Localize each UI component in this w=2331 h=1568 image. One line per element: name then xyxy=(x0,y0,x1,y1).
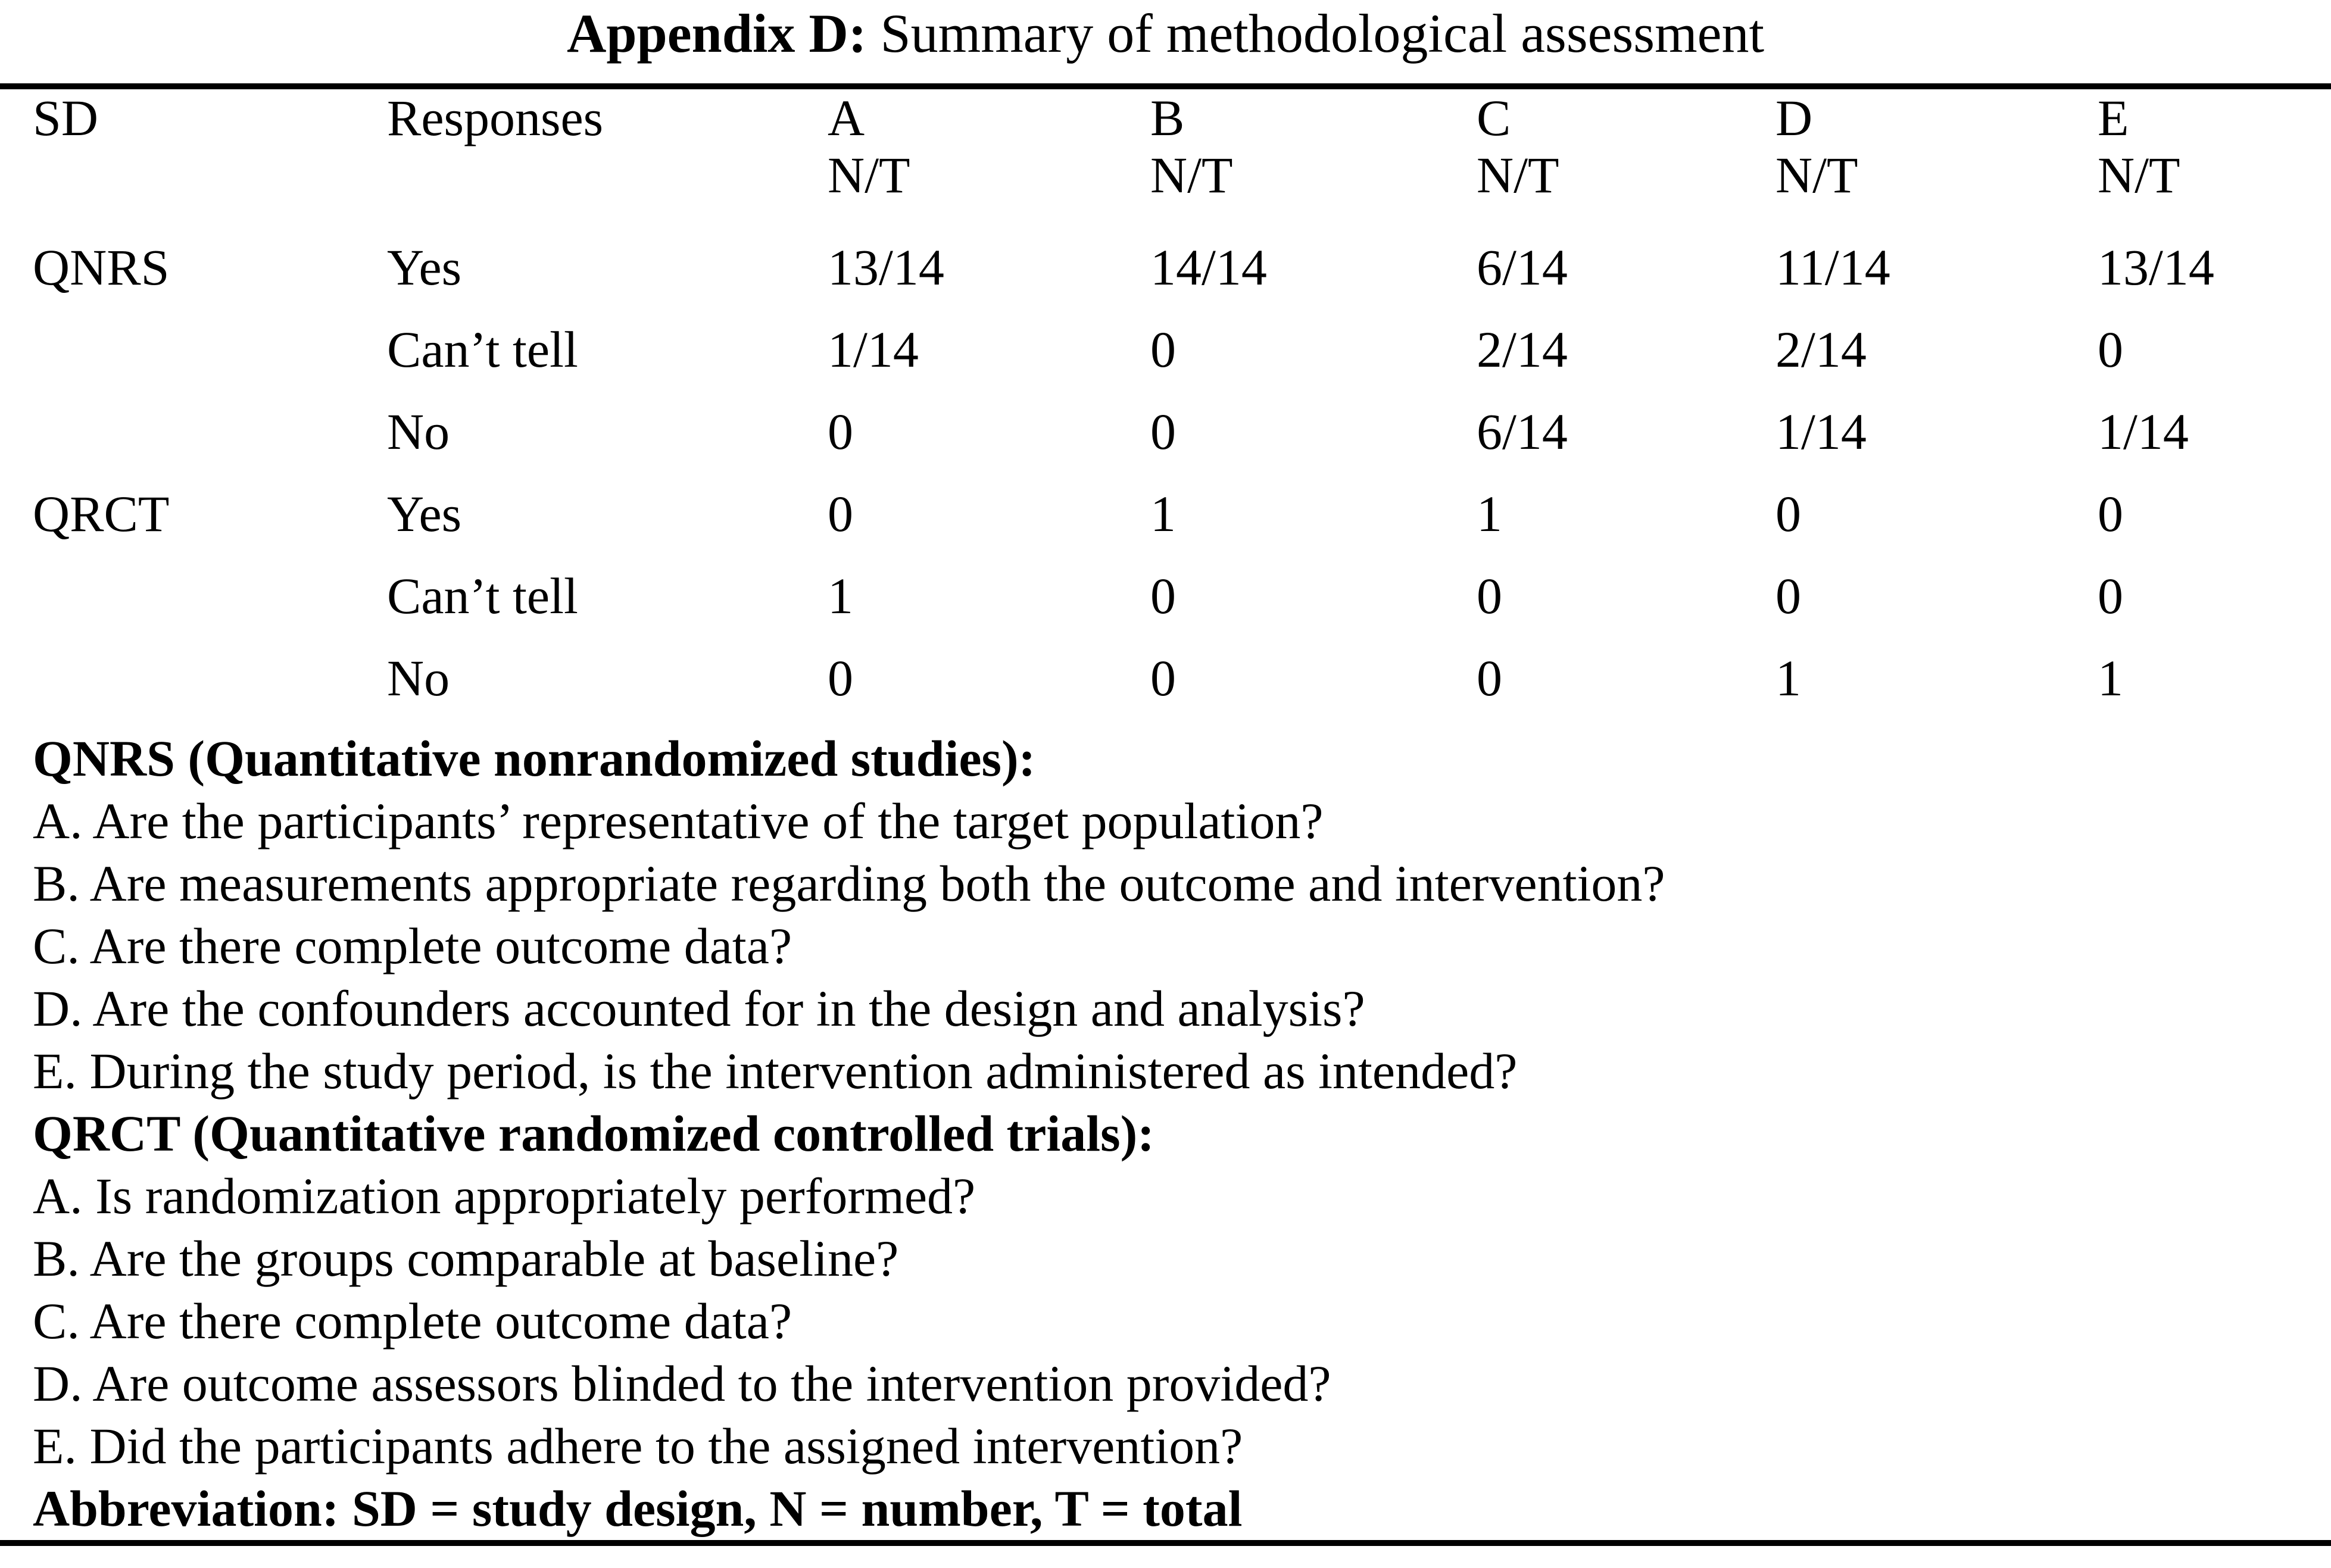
col-header-e: E N/T xyxy=(2098,89,2331,226)
table-row-qrct-yes: QRCT Yes 0 1 1 0 0 xyxy=(0,473,2331,555)
value-c-cell: 0 xyxy=(1477,649,1502,707)
footnote-qnrs-heading: QNRS (Quantitative nonrandomized studies… xyxy=(33,730,1036,787)
value-a-cell: 0 xyxy=(828,649,853,707)
col-header-responses-label: Responses xyxy=(387,89,604,146)
footnote-qrct-heading: QRCT (Quantitative randomized controlled… xyxy=(33,1105,1154,1162)
col-header-b-subline: N/T xyxy=(1150,146,1233,204)
value-a-cell: 0 xyxy=(828,485,853,542)
value-a-cell: 13/14 xyxy=(828,239,944,296)
col-header-d: D N/T xyxy=(1775,89,2098,226)
col-header-b-label: B xyxy=(1150,89,1185,146)
table-row-qnrs-no: No 0 0 6/14 1/14 1/14 xyxy=(0,391,2331,473)
methodological-assessment-table: SD Responses A N/T B N/T C N/T xyxy=(0,89,2331,719)
value-c-cell: 0 xyxy=(1477,567,1502,624)
title-text: Summary of methodological assessment xyxy=(866,3,1765,64)
col-header-sd-label: SD xyxy=(33,89,98,146)
header-row: SD Responses A N/T B N/T C N/T xyxy=(0,89,2331,226)
sd-cell xyxy=(0,391,387,473)
footnote-abbreviation: Abbreviation: SD = study design, N = num… xyxy=(33,1480,1243,1537)
value-b-cell: 0 xyxy=(1150,321,1176,378)
sd-cell xyxy=(0,555,387,637)
footnote-qnrs-c: C. Are there complete outcome data? xyxy=(33,917,792,974)
top-rule xyxy=(0,83,2331,89)
value-d-cell: 2/14 xyxy=(1775,321,1867,378)
col-header-c-label: C xyxy=(1477,89,1511,146)
col-header-sd-subline xyxy=(33,146,387,204)
value-d-cell: 0 xyxy=(1775,567,1801,624)
table-row-qrct-no: No 0 0 0 1 1 xyxy=(0,637,2331,719)
col-header-d-subline: N/T xyxy=(1775,146,1858,204)
bottom-rule xyxy=(0,1540,2331,1546)
value-c-cell: 6/14 xyxy=(1477,403,1568,460)
col-header-a: A N/T xyxy=(828,89,1150,226)
col-header-b: B N/T xyxy=(1150,89,1477,226)
value-d-cell: 1 xyxy=(1775,649,1801,707)
value-b-cell: 0 xyxy=(1150,403,1176,460)
response-cell: Can’t tell xyxy=(387,567,578,624)
value-b-cell: 1 xyxy=(1150,485,1176,542)
value-d-cell: 0 xyxy=(1775,485,1801,542)
value-b-cell: 14/14 xyxy=(1150,239,1267,296)
value-a-cell: 0 xyxy=(828,403,853,460)
footnote-qnrs-b: B. Are measurements appropriate regardin… xyxy=(33,855,1665,912)
col-header-e-label: E xyxy=(2098,89,2129,146)
col-header-d-label: D xyxy=(1775,89,1813,146)
col-header-c: C N/T xyxy=(1477,89,1775,226)
value-c-cell: 2/14 xyxy=(1477,321,1568,378)
value-c-cell: 1 xyxy=(1477,485,1502,542)
value-b-cell: 0 xyxy=(1150,649,1176,707)
value-e-cell: 1 xyxy=(2098,649,2123,707)
value-d-cell: 1/14 xyxy=(1775,403,1867,460)
response-cell: Yes xyxy=(387,485,462,542)
response-cell: No xyxy=(387,403,450,460)
col-header-responses: Responses xyxy=(387,89,828,226)
footnote-qnrs-d: D. Are the confounders accounted for in … xyxy=(33,980,1365,1037)
col-header-e-subline: N/T xyxy=(2098,146,2180,204)
title-label: Appendix D: xyxy=(566,3,867,64)
footnote-qrct-a: A. Is randomization appropriately perfor… xyxy=(33,1167,976,1225)
col-header-a-label: A xyxy=(828,89,865,146)
value-e-cell: 0 xyxy=(2098,321,2123,378)
col-header-c-subline: N/T xyxy=(1477,146,1559,204)
sd-cell: QRCT xyxy=(33,485,170,542)
sd-cell: QNRS xyxy=(33,239,170,296)
footnote-qrct-e: E. Did the participants adhere to the as… xyxy=(33,1417,1243,1475)
table-row-qnrs-cant-tell: Can’t tell 1/14 0 2/14 2/14 0 xyxy=(0,308,2331,391)
footnote-qrct-d: D. Are outcome assessors blinded to the … xyxy=(33,1355,1331,1412)
footnote-qrct-b: B. Are the groups comparable at baseline… xyxy=(33,1230,899,1287)
value-a-cell: 1 xyxy=(828,567,853,624)
table-row-qrct-cant-tell: Can’t tell 1 0 0 0 0 xyxy=(0,555,2331,637)
response-cell: Yes xyxy=(387,239,462,296)
value-b-cell: 0 xyxy=(1150,567,1176,624)
table-row-qnrs-yes: QNRS Yes 13/14 14/14 6/14 11/14 13/14 xyxy=(0,226,2331,308)
footnotes-block: QNRS (Quantitative nonrandomized studies… xyxy=(0,727,2331,1540)
value-a-cell: 1/14 xyxy=(828,321,919,378)
value-e-cell: 1/14 xyxy=(2098,403,2189,460)
value-c-cell: 6/14 xyxy=(1477,239,1568,296)
response-cell: Can’t tell xyxy=(387,321,578,378)
value-e-cell: 0 xyxy=(2098,567,2123,624)
footnote-qnrs-a: A. Are the participants’ representative … xyxy=(33,792,1324,849)
col-header-responses-subline xyxy=(387,146,828,204)
value-e-cell: 13/14 xyxy=(2098,239,2214,296)
value-d-cell: 11/14 xyxy=(1775,239,1890,296)
col-header-a-subline: N/T xyxy=(828,146,910,204)
response-cell: No xyxy=(387,649,450,707)
footnote-qnrs-e: E. During the study period, is the inter… xyxy=(33,1042,1518,1100)
col-header-sd: SD xyxy=(0,89,387,226)
sd-cell xyxy=(0,308,387,391)
sd-cell xyxy=(0,637,387,719)
value-e-cell: 0 xyxy=(2098,485,2123,542)
table-title: Appendix D: Summary of methodological as… xyxy=(0,0,2331,83)
footnote-qrct-c: C. Are there complete outcome data? xyxy=(33,1292,792,1350)
